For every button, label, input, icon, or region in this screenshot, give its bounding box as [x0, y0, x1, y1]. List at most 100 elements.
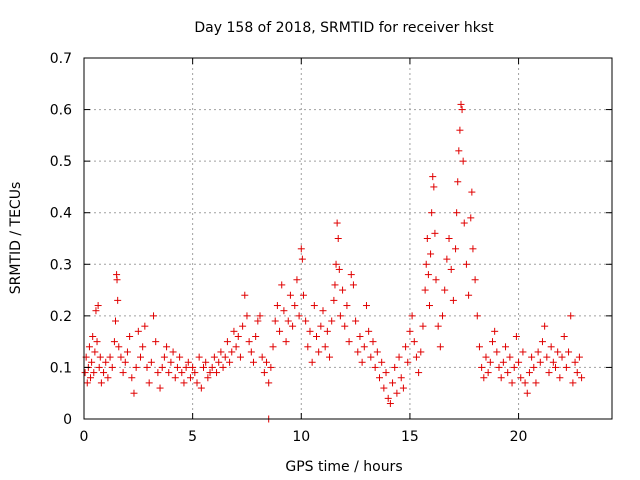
- data-point: [421, 286, 429, 294]
- data-point: [530, 363, 538, 371]
- data-point: [176, 353, 184, 361]
- data-point: [565, 348, 573, 356]
- data-point: [475, 343, 483, 351]
- data-point: [243, 312, 251, 320]
- data-point: [519, 348, 527, 356]
- data-point: [189, 363, 197, 371]
- data-point: [412, 353, 420, 361]
- y-tick-label: 0.4: [50, 206, 72, 222]
- data-point: [459, 157, 467, 165]
- data-point: [491, 327, 499, 335]
- data-point: [217, 348, 225, 356]
- y-tick-label: 0: [63, 412, 72, 428]
- data-point: [486, 358, 494, 366]
- data-point: [512, 332, 520, 340]
- data-point: [424, 271, 432, 279]
- grid-lines: [84, 58, 612, 419]
- data-point: [193, 379, 201, 387]
- data-point: [195, 353, 203, 361]
- data-point: [160, 353, 168, 361]
- data-point: [430, 183, 438, 191]
- data-point: [210, 353, 218, 361]
- data-point: [326, 353, 334, 361]
- data-point: [428, 209, 436, 217]
- data-point: [333, 219, 341, 227]
- data-point: [473, 312, 481, 320]
- data-point: [330, 296, 338, 304]
- data-point: [480, 374, 488, 382]
- axis-ticks: [83, 57, 612, 420]
- data-point: [575, 353, 583, 361]
- data-point: [206, 369, 214, 377]
- data-point: [453, 209, 461, 217]
- data-point: [552, 363, 560, 371]
- data-point: [523, 389, 531, 397]
- chart-title: Day 158 of 2018, SRMTID for receiver hks…: [194, 20, 494, 36]
- data-point: [134, 327, 142, 335]
- y-tick-label: 0.1: [50, 360, 72, 376]
- data-point: [289, 322, 297, 330]
- data-point: [456, 126, 464, 134]
- data-point: [232, 343, 240, 351]
- data-point: [397, 374, 405, 382]
- data-point: [89, 332, 97, 340]
- data-point: [241, 291, 249, 299]
- data-point: [536, 358, 544, 366]
- data-point: [163, 343, 171, 351]
- data-point: [432, 276, 440, 284]
- x-tick-labels: 0 5 10 15 20: [80, 429, 528, 445]
- data-point: [154, 369, 162, 377]
- data-point: [328, 317, 336, 325]
- x-tick-label: 15: [401, 429, 419, 445]
- data-point: [373, 348, 381, 356]
- data-point: [280, 307, 288, 315]
- data-point: [478, 363, 486, 371]
- data-point: [331, 281, 339, 289]
- data-point: [360, 343, 368, 351]
- data-point: [128, 374, 136, 382]
- data-point: [226, 358, 234, 366]
- data-point: [445, 235, 453, 242]
- data-point: [102, 358, 110, 366]
- data-point: [215, 358, 223, 366]
- data-point: [431, 229, 439, 237]
- data-point: [467, 214, 475, 222]
- data-point: [132, 363, 140, 371]
- data-point: [495, 363, 503, 371]
- data-point: [252, 332, 260, 340]
- data-point: [271, 317, 279, 325]
- data-point: [95, 363, 103, 371]
- data-point: [221, 353, 229, 361]
- data-point: [468, 188, 476, 196]
- data-point: [436, 343, 444, 351]
- data-point: [376, 374, 384, 382]
- data-point: [515, 358, 523, 366]
- data-point: [213, 369, 221, 377]
- data-point: [508, 379, 516, 387]
- data-point: [265, 379, 273, 387]
- data-point: [323, 327, 331, 335]
- data-point: [410, 338, 418, 346]
- y-tick-label: 0.7: [50, 51, 72, 67]
- data-point: [441, 286, 449, 294]
- data-point: [104, 374, 112, 382]
- x-tick-label: 5: [188, 429, 197, 445]
- data-point: [184, 358, 192, 366]
- data-point: [386, 400, 394, 408]
- data-point: [145, 379, 153, 387]
- data-point: [389, 379, 397, 387]
- data-point: [349, 281, 357, 289]
- data-point: [156, 384, 164, 392]
- data-point: [504, 369, 512, 377]
- data-point: [336, 312, 344, 320]
- data-point: [108, 363, 116, 371]
- data-point: [83, 379, 91, 387]
- data-point: [315, 348, 323, 356]
- data-point: [393, 389, 401, 397]
- data-point: [110, 338, 118, 346]
- data-point: [310, 302, 318, 310]
- data-point: [378, 358, 386, 366]
- data-point: [158, 363, 166, 371]
- data-point: [297, 245, 305, 253]
